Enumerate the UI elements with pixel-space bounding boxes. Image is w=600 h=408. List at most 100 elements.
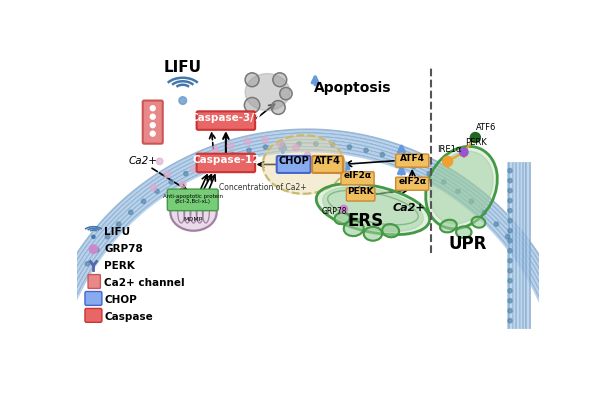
Circle shape — [179, 181, 186, 188]
Circle shape — [508, 199, 512, 203]
Circle shape — [494, 222, 499, 226]
Circle shape — [304, 152, 311, 158]
Circle shape — [335, 167, 341, 174]
Circle shape — [280, 143, 284, 147]
Circle shape — [128, 210, 133, 215]
Text: eIF2α: eIF2α — [398, 177, 426, 186]
Circle shape — [412, 164, 416, 169]
Text: Anti-apoptotic protein: Anti-apoptotic protein — [163, 193, 223, 199]
Circle shape — [508, 288, 512, 293]
Circle shape — [508, 268, 512, 273]
Circle shape — [505, 235, 510, 239]
Circle shape — [508, 178, 512, 183]
Circle shape — [320, 161, 326, 168]
Circle shape — [184, 171, 188, 176]
Circle shape — [164, 171, 170, 178]
Circle shape — [199, 164, 203, 169]
Circle shape — [212, 146, 218, 152]
FancyBboxPatch shape — [395, 154, 429, 167]
Text: GRP78: GRP78 — [104, 244, 143, 254]
Circle shape — [227, 143, 234, 149]
Circle shape — [508, 319, 512, 323]
Circle shape — [277, 140, 284, 147]
Text: CHOP: CHOP — [104, 295, 137, 305]
Text: ATF4: ATF4 — [314, 156, 341, 166]
Circle shape — [508, 208, 512, 213]
Circle shape — [89, 245, 98, 253]
Circle shape — [427, 171, 431, 176]
FancyBboxPatch shape — [312, 156, 343, 173]
Text: Ca2+ channel: Ca2+ channel — [104, 278, 185, 288]
Ellipse shape — [427, 147, 497, 228]
FancyBboxPatch shape — [167, 189, 218, 211]
FancyBboxPatch shape — [143, 100, 163, 144]
Circle shape — [167, 198, 173, 205]
Circle shape — [150, 123, 155, 128]
Text: (Bcl-2,Bcl-xL): (Bcl-2,Bcl-xL) — [175, 199, 211, 204]
Circle shape — [179, 97, 187, 104]
Circle shape — [200, 153, 207, 160]
Text: Ca2+: Ca2+ — [392, 203, 425, 213]
FancyBboxPatch shape — [85, 308, 102, 322]
Text: ERS: ERS — [347, 212, 383, 230]
Ellipse shape — [382, 224, 399, 237]
Circle shape — [214, 158, 219, 162]
Circle shape — [293, 144, 299, 151]
Circle shape — [460, 148, 468, 156]
Text: ATF4: ATF4 — [400, 153, 425, 163]
Circle shape — [155, 189, 159, 193]
Circle shape — [380, 153, 385, 157]
Circle shape — [262, 137, 268, 143]
Ellipse shape — [430, 151, 493, 224]
Circle shape — [482, 210, 487, 215]
Text: GRP78: GRP78 — [322, 207, 347, 216]
Circle shape — [116, 222, 121, 226]
FancyBboxPatch shape — [341, 172, 374, 185]
Text: Ca2+: Ca2+ — [129, 156, 158, 166]
Ellipse shape — [245, 73, 290, 111]
FancyBboxPatch shape — [85, 291, 102, 305]
Text: Caspase-12: Caspase-12 — [192, 155, 260, 165]
Ellipse shape — [364, 227, 382, 241]
Circle shape — [271, 100, 285, 114]
Circle shape — [396, 158, 401, 162]
Circle shape — [150, 106, 155, 111]
FancyBboxPatch shape — [88, 275, 100, 288]
Circle shape — [190, 166, 197, 172]
Circle shape — [508, 188, 512, 193]
Circle shape — [92, 235, 95, 238]
Circle shape — [456, 189, 460, 193]
Circle shape — [443, 156, 452, 166]
Circle shape — [244, 138, 251, 144]
Circle shape — [245, 73, 259, 86]
Circle shape — [314, 142, 318, 146]
Circle shape — [470, 133, 481, 142]
Circle shape — [508, 299, 512, 303]
Circle shape — [508, 279, 512, 283]
Ellipse shape — [170, 193, 217, 231]
Circle shape — [508, 259, 512, 263]
Ellipse shape — [317, 184, 429, 234]
FancyBboxPatch shape — [346, 188, 375, 201]
Ellipse shape — [472, 217, 485, 228]
Text: PERK: PERK — [466, 138, 487, 147]
Circle shape — [169, 180, 173, 184]
Circle shape — [157, 158, 163, 164]
Circle shape — [105, 235, 110, 239]
Text: MOMP: MOMP — [184, 217, 203, 222]
Text: Concentration of Ca2+: Concentration of Ca2+ — [219, 183, 307, 192]
Text: Apoptosis: Apoptosis — [314, 81, 391, 95]
Text: UPR: UPR — [448, 235, 487, 253]
FancyBboxPatch shape — [197, 111, 255, 130]
Text: CHOP: CHOP — [278, 156, 309, 166]
Circle shape — [508, 248, 512, 253]
Circle shape — [150, 184, 157, 191]
Circle shape — [247, 148, 251, 153]
Circle shape — [508, 169, 512, 173]
Circle shape — [297, 142, 301, 146]
Circle shape — [508, 308, 512, 313]
Circle shape — [244, 98, 260, 113]
FancyBboxPatch shape — [395, 177, 429, 190]
Circle shape — [150, 114, 155, 119]
Circle shape — [142, 199, 146, 204]
